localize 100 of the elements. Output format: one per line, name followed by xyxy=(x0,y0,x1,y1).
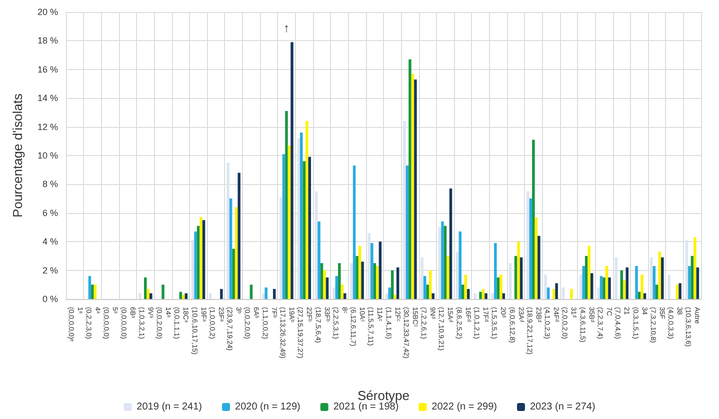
bar xyxy=(555,283,558,299)
bar xyxy=(676,284,679,299)
bar xyxy=(668,274,670,299)
bar xyxy=(600,276,603,299)
bar xyxy=(623,280,626,299)
bar xyxy=(272,288,276,299)
bar xyxy=(538,236,540,299)
bar xyxy=(614,257,618,299)
bar xyxy=(388,288,391,299)
bar xyxy=(500,274,502,299)
bar xyxy=(150,293,152,299)
y-tick-label: 0 % xyxy=(42,294,58,304)
bar xyxy=(441,222,444,299)
bar xyxy=(378,242,382,299)
bar xyxy=(320,263,324,299)
bar xyxy=(361,262,364,299)
bar xyxy=(323,270,326,299)
y-tick-label: 6 % xyxy=(42,208,58,218)
bar xyxy=(220,288,223,299)
bar xyxy=(467,288,470,299)
x-axis-title: Sérotype xyxy=(357,388,410,403)
bar xyxy=(406,166,409,299)
bar xyxy=(414,79,417,299)
bar xyxy=(394,294,396,299)
bar xyxy=(332,288,336,299)
bar xyxy=(340,284,344,299)
bar xyxy=(423,276,426,299)
bar xyxy=(696,267,700,299)
y-tick-label: 8 % xyxy=(42,179,58,190)
y-tick-label: 10 % xyxy=(37,150,58,160)
legend-label: 2022 (n = 299) xyxy=(432,402,497,412)
bar xyxy=(370,243,374,299)
bar xyxy=(396,267,400,299)
bar xyxy=(514,256,518,299)
bar xyxy=(403,121,406,299)
bar xyxy=(546,288,550,299)
bar xyxy=(352,166,356,299)
bar xyxy=(626,267,629,299)
bar xyxy=(182,294,185,299)
bar xyxy=(196,226,200,299)
legend-label: 2023 (n = 274) xyxy=(530,402,596,412)
bar xyxy=(358,246,362,299)
bar xyxy=(640,274,644,299)
bar xyxy=(494,243,497,299)
bar xyxy=(308,156,312,299)
bar xyxy=(250,284,253,299)
bar xyxy=(282,154,286,299)
bar xyxy=(479,292,482,299)
bar xyxy=(508,263,512,299)
bar xyxy=(658,252,662,299)
bar xyxy=(234,207,238,299)
bar xyxy=(605,266,608,299)
bar xyxy=(428,270,432,299)
y-tick-label: 20 % xyxy=(37,7,58,17)
bar xyxy=(534,217,538,299)
bar xyxy=(344,293,346,299)
bar xyxy=(688,266,691,299)
bar xyxy=(685,240,688,299)
bar xyxy=(620,270,623,299)
annotation: ↑ xyxy=(283,21,290,36)
bar xyxy=(356,256,358,299)
bar xyxy=(94,284,97,299)
bar xyxy=(411,74,414,299)
bar xyxy=(602,277,606,299)
bar xyxy=(517,242,520,299)
bar xyxy=(635,266,638,299)
bar xyxy=(194,232,197,299)
bar xyxy=(529,198,532,299)
bar xyxy=(297,138,300,299)
bar xyxy=(162,284,164,299)
bar xyxy=(544,274,547,299)
bar xyxy=(191,240,194,299)
bar xyxy=(209,293,212,299)
bar xyxy=(526,191,530,299)
legend-label: 2019 (n = 241) xyxy=(136,402,202,412)
bar xyxy=(444,226,447,299)
bar xyxy=(280,197,282,299)
bar xyxy=(464,274,468,299)
y-tick-label: 18 % xyxy=(37,36,58,46)
bar xyxy=(91,284,94,299)
y-axis-title: Pourcentage d'isolats xyxy=(10,93,25,218)
bar xyxy=(588,246,590,299)
bar xyxy=(484,293,488,299)
y-tick-label: 16 % xyxy=(37,64,58,74)
bar xyxy=(229,198,232,299)
bar xyxy=(238,172,240,299)
bar xyxy=(144,277,147,299)
y-tick-label: 12 % xyxy=(37,122,58,132)
bar xyxy=(462,284,464,299)
bar xyxy=(390,270,394,299)
y-tick-label: 2 % xyxy=(42,265,58,276)
y-tick-label: 14 % xyxy=(37,93,58,104)
bar xyxy=(520,257,523,299)
bar xyxy=(264,288,268,299)
bar xyxy=(446,256,450,299)
bar xyxy=(290,42,294,299)
bar xyxy=(456,252,459,299)
bar xyxy=(562,288,565,299)
bar xyxy=(678,283,682,299)
bar xyxy=(408,59,412,299)
